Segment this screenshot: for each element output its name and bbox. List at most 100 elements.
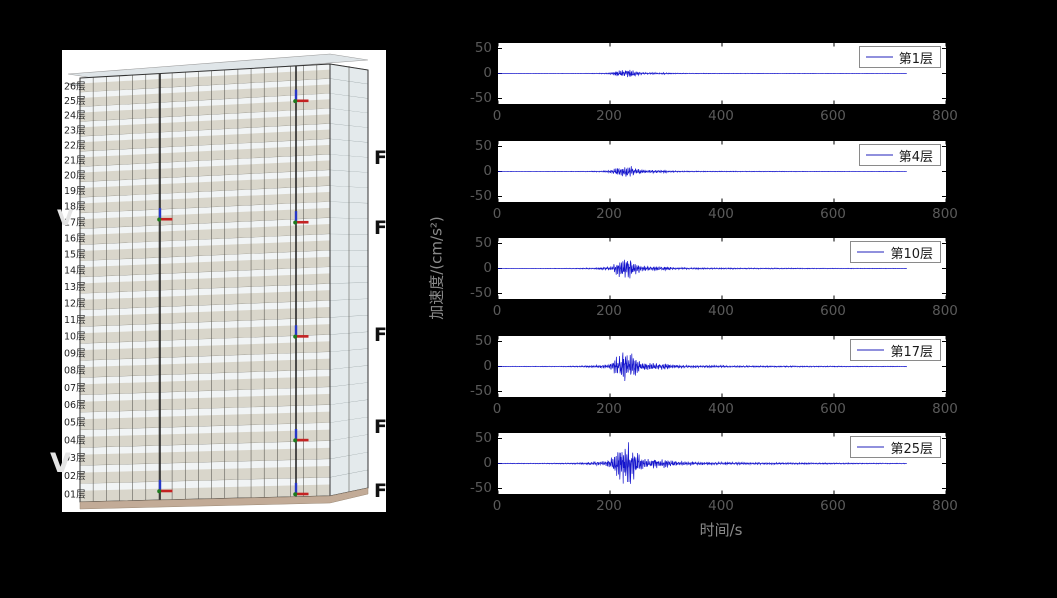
floor-label: 20层 [64,171,86,182]
x-tick-label: 600 [820,401,846,417]
legend-label: 第17层 [890,344,933,360]
clipped-letter-fragment: F [374,480,386,502]
floor-label: 25层 [64,96,86,107]
building-3d-model: 26层 25层 24层 23层 22层 21层 20层 19层 18层 17层 16层 15层 14层 1… [64,53,369,510]
y-tick-label: 50 [474,332,492,349]
x-tick-label: 400 [708,206,734,222]
legend-line-sample [865,56,893,58]
waveform-trace [498,69,907,78]
y-tick-label: 0 [483,357,492,374]
x-tick-label: 800 [932,303,958,319]
floor-label: 15层 [64,249,86,260]
y-tick-label: -50 [469,382,492,399]
floor-label: 26层 [64,81,86,92]
x-tick-label: 800 [932,498,958,514]
subplot-第4层: 第4层 [497,140,947,203]
y-tick-label: 0 [483,162,492,179]
floor-label: 02层 [64,471,86,482]
floor-label: 11层 [64,315,86,326]
y-tick-label: -50 [469,89,492,106]
floor-label: 06层 [64,400,86,411]
y-tick-label: 50 [474,429,492,446]
x-tick-label: 400 [708,108,734,124]
x-axis-label: 时间/s [699,521,743,539]
y-tick-label: 0 [483,259,492,276]
legend-line-sample [865,154,893,156]
floor-label: 13层 [64,282,86,293]
floor-label: 23层 [64,125,86,136]
floor-label: 14层 [64,265,86,276]
x-tick-label: 600 [820,303,846,319]
x-tick-label: 200 [596,206,622,222]
waveform-trace [498,166,907,177]
subplot-第1层: 第1层 [497,42,947,105]
sensor-axis-marker [293,428,309,443]
clipped-letter-fragment: F [374,147,386,169]
legend-label: 第10层 [890,246,933,262]
sensor-axis-marker [293,482,309,497]
y-tick-label: -50 [469,187,492,204]
waveform-trace [498,259,907,279]
floor-label: 16层 [64,233,86,244]
floor-label: 01层 [64,489,86,500]
waveform-trace [498,442,907,484]
x-tick-label: 600 [820,108,846,124]
x-tick-label: 0 [492,498,502,514]
legend-label: 第1层 [898,51,933,67]
y-tick-label: -50 [469,284,492,301]
floor-label: 22层 [64,140,86,151]
floor-label: 08层 [64,366,86,377]
x-tick-label: 200 [596,303,622,319]
sensor-axis-marker [293,211,309,225]
y-tick-label: 0 [483,64,492,81]
sensor-axis-marker [157,479,173,494]
floor-label: 07层 [64,383,86,394]
sensor-axis-marker [293,89,309,104]
y-tick-label: 50 [474,234,492,251]
x-tick-label: 0 [492,303,502,319]
legend-label: 第25层 [890,441,933,457]
floor-label: 19层 [64,186,86,197]
subplot-第25层: 第25层 [497,432,947,495]
legend-line-sample [857,446,885,448]
x-tick-label: 400 [708,401,734,417]
legend-box: 第25层 [850,436,941,458]
clipped-letter-fragment: F [374,217,386,239]
clipped-letter-fragment: F [374,416,386,438]
legend-label: 第4层 [898,149,933,165]
x-tick-label: 800 [932,206,958,222]
legend-line-sample [857,349,885,351]
floor-label: 18层 [64,202,86,213]
x-tick-label: 200 [596,108,622,124]
sensor-axis-marker [293,325,309,339]
x-tick-label: 0 [492,108,502,124]
building-model-panel: 26层 25层 24层 23层 22层 21层 20层 19层 18层 17层 16层 15层 14层 1… [62,50,386,512]
y-tick-label: -50 [469,479,492,496]
floor-label: 17层 [64,217,86,228]
x-tick-label: 600 [820,498,846,514]
floor-label: 10层 [64,332,86,343]
floor-label: 21层 [64,155,86,166]
x-tick-label: 400 [708,498,734,514]
x-tick-label: 800 [932,401,958,417]
legend-box: 第17层 [850,339,941,361]
x-tick-label: 0 [492,401,502,417]
x-tick-label: 0 [492,206,502,222]
floor-label: 04层 [64,435,86,446]
clipped-letter-fragment: V [50,448,71,479]
legend-line-sample [857,251,885,253]
legend-box: 第1层 [858,46,941,68]
floor-label: 05层 [64,418,86,429]
y-tick-label: 50 [474,137,492,154]
legend-box: 第4层 [858,144,941,166]
subplot-第17层: 第17层 [497,335,947,398]
x-tick-label: 600 [820,206,846,222]
legend-box: 第10层 [850,241,941,263]
floor-label: 12层 [64,298,86,309]
subplot-第10层: 第10层 [497,237,947,300]
x-tick-label: 400 [708,303,734,319]
waveform-trace [498,352,908,382]
floor-label: 09层 [64,349,86,360]
x-tick-label: 800 [932,108,958,124]
